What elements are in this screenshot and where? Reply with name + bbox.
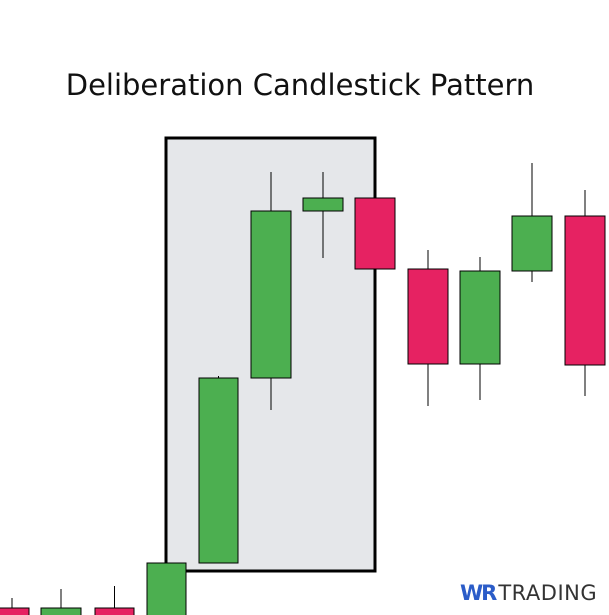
candle-body-bullish	[40, 607, 82, 615]
diagram-title: Deliberation Candlestick Pattern	[65, 68, 535, 102]
candle-body-bullish	[146, 562, 187, 615]
logo-trading: TRADING	[498, 581, 598, 605]
logo-wr: WR	[460, 581, 497, 605]
candle-body-bullish	[511, 215, 553, 272]
wr-trading-logo: WR TRADING	[460, 581, 597, 605]
candle-body-bearish	[0, 607, 30, 615]
candle-body-bearish	[564, 215, 606, 366]
candle-body-bearish	[94, 607, 135, 615]
candle-body-bearish	[407, 268, 449, 365]
candle-body-bullish	[459, 270, 501, 365]
candle-body-bullish	[250, 210, 292, 379]
candle-body-bearish	[354, 197, 396, 270]
candle-body-bullish	[198, 377, 239, 564]
candle-body-bullish	[302, 197, 344, 212]
